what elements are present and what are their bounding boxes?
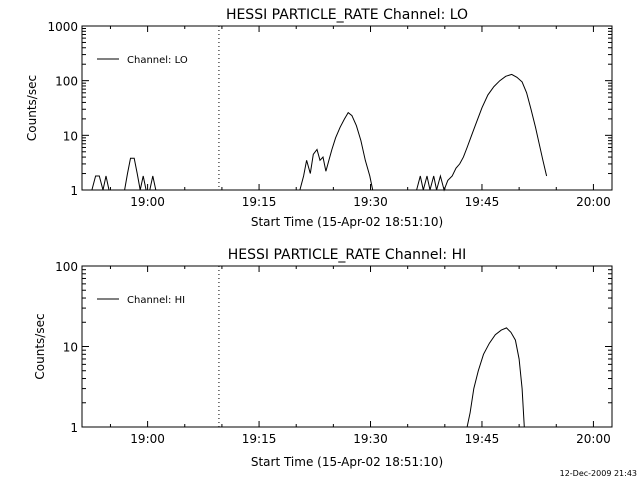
y-axis-label: Counts/sec <box>33 313 47 379</box>
y-tick-label: 10 <box>63 341 78 355</box>
panel-lo: HESSI PARTICLE_RATE Channel: LO Start Tim… <box>25 7 613 229</box>
x-tick-label: 19:00 <box>130 432 165 446</box>
y-tick-label: 1 <box>70 184 78 198</box>
series-line-segment <box>91 175 110 191</box>
series-line-segment <box>299 111 374 191</box>
series-line-segment <box>416 73 548 192</box>
footer-timestamp: 12-Dec-2009 21:43 <box>560 469 637 478</box>
x-axis-label: Start Time (15-Apr-02 18:51:10) <box>251 455 443 469</box>
chart-title: HESSI PARTICLE_RATE Channel: LO <box>226 7 468 23</box>
y-axis-label: Counts/sec <box>25 75 39 141</box>
y-tick-label: 100 <box>55 260 78 274</box>
plot-frame <box>81 265 613 428</box>
x-tick-label: 19:00 <box>130 195 165 209</box>
x-axis-label: Start Time (15-Apr-02 18:51:10) <box>251 215 443 229</box>
y-tick-label: 1 <box>70 421 78 435</box>
legend-entry: Channel: LO <box>127 55 188 66</box>
legend-entry: Channel: HI <box>127 295 185 306</box>
x-tick-label: 20:00 <box>576 195 611 209</box>
y-tick-label: 100 <box>55 75 78 89</box>
x-tick-label: 19:15 <box>242 195 277 209</box>
x-tick-label: 19:45 <box>465 195 500 209</box>
plot-frame <box>81 25 613 191</box>
y-tick-label: 10 <box>63 129 78 143</box>
x-tick-label: 19:30 <box>353 195 388 209</box>
panel-hi: HESSI PARTICLE_RATE Channel: HI Start Tim… <box>33 247 613 469</box>
series-line-segment <box>466 327 525 428</box>
x-tick-label: 19:45 <box>465 432 500 446</box>
y-tick-label: 1000 <box>47 20 78 34</box>
series-line-segment <box>149 175 157 191</box>
series-line-segment <box>124 157 147 191</box>
x-tick-label: 19:30 <box>353 432 388 446</box>
x-tick-label: 19:15 <box>242 432 277 446</box>
chart-title: HESSI PARTICLE_RATE Channel: HI <box>228 247 466 263</box>
x-tick-label: 20:00 <box>576 432 611 446</box>
